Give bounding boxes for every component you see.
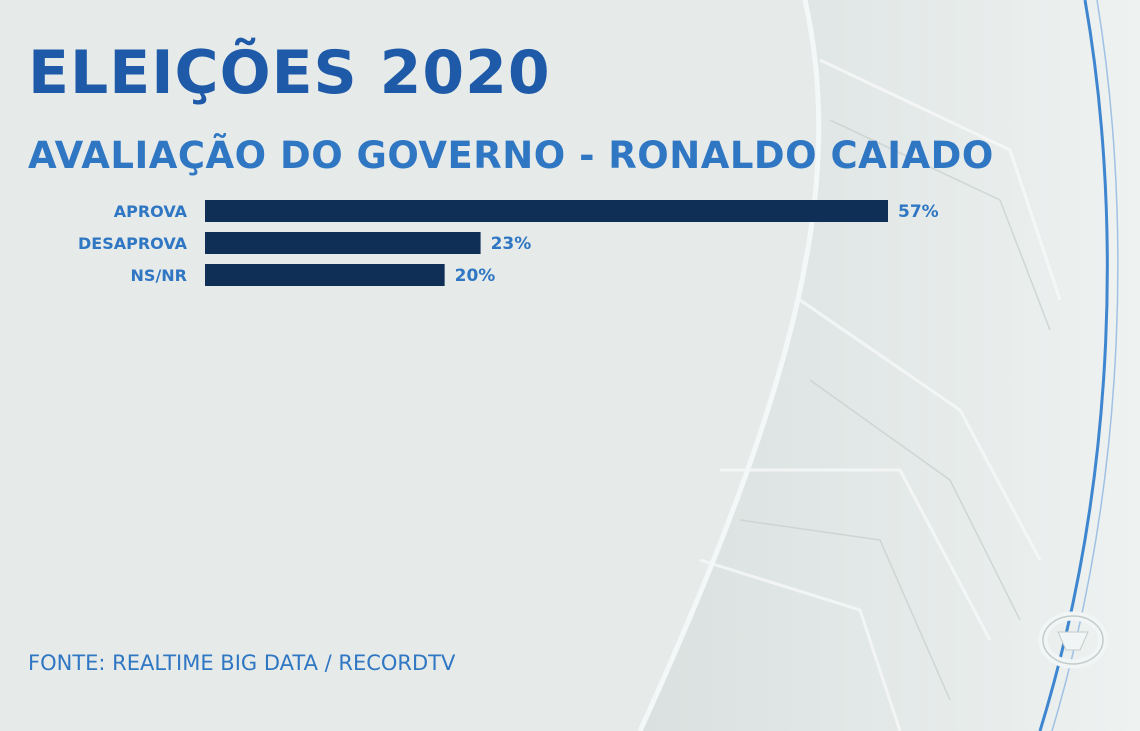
bar — [205, 264, 445, 286]
bar — [205, 232, 481, 254]
category-label: DESAPROVA — [78, 234, 188, 253]
bar-chart: APROVA 57% DESAPROVA 23% NS/NR 20% — [78, 200, 939, 286]
chart-title: ELEIÇÕES 2020 — [28, 38, 551, 108]
value-label: 23% — [491, 234, 532, 254]
category-label: APROVA — [114, 202, 188, 221]
value-label: 20% — [455, 266, 496, 286]
chart-subtitle: AVALIAÇÃO DO GOVERNO - RONALDO CAIADO — [28, 134, 994, 177]
recordtv-logo-icon — [1038, 611, 1108, 669]
category-label: NS/NR — [131, 266, 187, 285]
source-note: FONTE: REALTIME BIG DATA / RECORDTV — [28, 651, 456, 675]
value-label: 57% — [898, 202, 939, 222]
bar — [205, 200, 888, 222]
